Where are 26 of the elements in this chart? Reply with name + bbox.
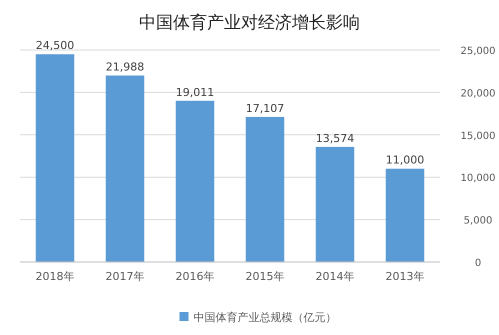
x-tick-label: 2016年	[176, 270, 214, 283]
bar	[316, 146, 354, 262]
y-tick-label: 5,000	[464, 216, 492, 227]
x-tick-label: 2017年	[106, 270, 144, 283]
data-label: 24,500	[36, 39, 74, 52]
bar	[106, 76, 144, 262]
legend-label: 中国体育产业总规模（亿元）	[194, 311, 336, 324]
x-tick-label: 2015年	[246, 270, 284, 283]
data-label: 11,000	[386, 154, 424, 167]
y-tick-label: 10,000	[460, 173, 496, 184]
y-tick-label: 25,000	[460, 46, 496, 57]
bar	[246, 116, 284, 262]
bar	[176, 100, 214, 262]
data-label: 17,107	[246, 102, 284, 115]
bar	[386, 168, 424, 262]
x-tick-label: 2018年	[36, 270, 74, 283]
data-label: 13,574	[316, 132, 354, 145]
y-tick-label: 20,000	[460, 88, 496, 100]
x-tick-label: 2013年	[386, 270, 424, 283]
data-label: 21,988	[106, 60, 144, 74]
y-tick-label: 15,000	[460, 130, 496, 142]
bar	[36, 54, 74, 262]
y-tick-label: 0	[474, 258, 482, 269]
chart-title: 中国体育产业对经济增长影响	[139, 13, 360, 33]
data-label: 19,011	[176, 86, 214, 99]
x-tick-label: 2014年	[316, 270, 354, 283]
